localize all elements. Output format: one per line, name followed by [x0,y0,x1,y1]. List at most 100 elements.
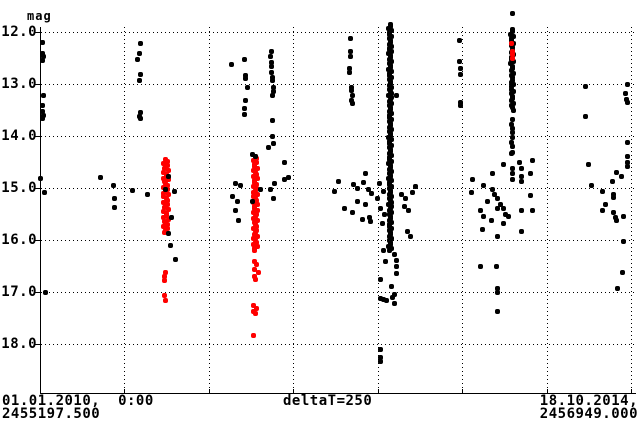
data-point [456,58,462,64]
data-point [251,190,257,196]
y-axis-tick [34,240,41,241]
data-point [347,69,353,75]
data-point [269,118,275,124]
data-point [165,207,171,213]
data-point [271,196,277,202]
data-point [349,84,355,90]
data-point [384,298,390,304]
data-point [241,111,247,117]
data-point [161,229,167,235]
data-point [349,88,355,94]
data-point [162,298,168,304]
x-axis-tick [208,389,210,394]
data-point [389,284,395,290]
data-point [494,263,500,269]
data-point [40,93,46,99]
data-point [250,198,256,204]
data-point [492,191,498,197]
data-point [480,213,486,219]
data-point [40,112,46,118]
data-point [270,89,276,95]
data-point [254,224,260,229]
data-point [368,219,374,225]
data-point [229,61,235,67]
y-tick-label: 13.0 [1,76,37,92]
data-point [500,221,506,227]
data-point [39,57,45,63]
data-point [509,48,515,54]
data-point [388,49,394,55]
data-point [377,358,383,364]
data-point [500,161,506,167]
x-axis-tick [124,389,126,394]
data-point [529,208,535,214]
data-point [270,84,276,90]
data-point [519,228,525,234]
data-point [244,84,250,90]
data-point [624,81,630,87]
x-axis-start-jd-label: 2455197.500 [2,406,101,422]
data-point [624,99,630,105]
data-point [250,241,256,247]
data-point [136,78,142,84]
data-point [270,141,276,147]
x-axis-start-date-label: 01.01.2010, 0:00 [2,393,154,409]
data-point [254,305,260,311]
data-point [529,158,535,164]
data-point [241,106,247,112]
data-point [230,194,236,200]
v-gridline [546,27,548,393]
data-point [164,158,170,164]
data-point [362,201,368,207]
v-gridline [462,27,464,393]
data-point [331,188,337,194]
data-point [377,354,383,360]
h-gridline [41,84,635,85]
data-point [254,202,260,208]
data-point [380,248,386,254]
data-point [495,286,501,292]
data-point [495,308,501,314]
data-point [254,262,260,268]
data-point [253,172,259,178]
data-point [376,181,382,187]
v-gridline [208,27,210,393]
data-point [377,206,383,212]
data-point [495,196,501,202]
data-point [624,139,630,145]
data-point [39,116,45,122]
data-point [509,125,515,131]
data-point [388,91,394,97]
data-point [388,241,394,247]
data-point [388,23,394,29]
data-point [232,181,238,187]
data-point [585,161,591,167]
data-point [456,38,462,44]
data-point [375,196,381,202]
data-point [160,209,166,215]
data-point [162,270,168,276]
data-point [351,182,357,188]
data-point [394,271,400,277]
data-point [401,203,407,209]
data-point [379,221,385,227]
data-point [39,51,45,57]
data-point [394,93,400,99]
data-point [160,175,166,181]
data-point [624,163,630,169]
data-point [610,210,616,216]
data-point [268,49,274,55]
data-point [618,173,624,179]
data-point [130,187,136,193]
data-point [241,56,247,62]
data-point [254,233,260,239]
data-point [623,96,629,102]
data-point [250,174,256,180]
data-point [251,302,257,308]
data-point [164,197,170,203]
data-point [169,214,175,220]
data-point [505,213,511,219]
x-axis-tick [377,389,379,394]
data-point [457,71,463,77]
